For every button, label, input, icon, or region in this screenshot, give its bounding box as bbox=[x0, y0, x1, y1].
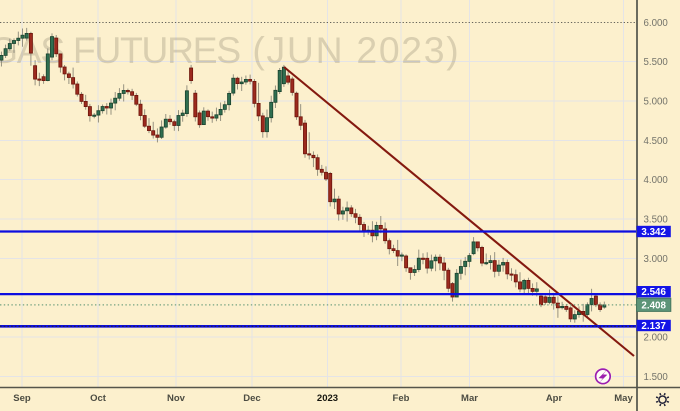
svg-text:May: May bbox=[614, 393, 633, 404]
svg-text:4.000: 4.000 bbox=[644, 175, 669, 186]
svg-text:Nov: Nov bbox=[167, 393, 186, 404]
svg-text:Feb: Feb bbox=[393, 393, 410, 404]
svg-text:2.000: 2.000 bbox=[644, 332, 669, 343]
svg-text:2.137: 2.137 bbox=[641, 321, 666, 332]
svg-text:1.500: 1.500 bbox=[644, 372, 669, 383]
svg-text:2.546: 2.546 bbox=[641, 287, 666, 298]
svg-text:5.000: 5.000 bbox=[644, 97, 669, 108]
svg-text:Dec: Dec bbox=[243, 393, 260, 404]
svg-text:3.500: 3.500 bbox=[644, 214, 669, 225]
svg-text:GAS FUTURES: GAS FUTURES bbox=[0, 29, 241, 71]
svg-text:5.500: 5.500 bbox=[644, 57, 669, 68]
svg-text:(JUN 2023): (JUN 2023) bbox=[252, 29, 458, 71]
svg-text:Oct: Oct bbox=[90, 393, 107, 404]
svg-text:4.500: 4.500 bbox=[644, 136, 669, 147]
svg-text:3.342: 3.342 bbox=[641, 227, 666, 238]
svg-text:2.408: 2.408 bbox=[641, 300, 666, 311]
svg-text:Mar: Mar bbox=[461, 393, 478, 404]
svg-text:2023: 2023 bbox=[317, 393, 338, 404]
svg-text:Sep: Sep bbox=[13, 393, 31, 404]
svg-text:6.000: 6.000 bbox=[644, 18, 669, 29]
svg-text:Apr: Apr bbox=[546, 393, 563, 404]
svg-text:3.000: 3.000 bbox=[644, 254, 669, 265]
